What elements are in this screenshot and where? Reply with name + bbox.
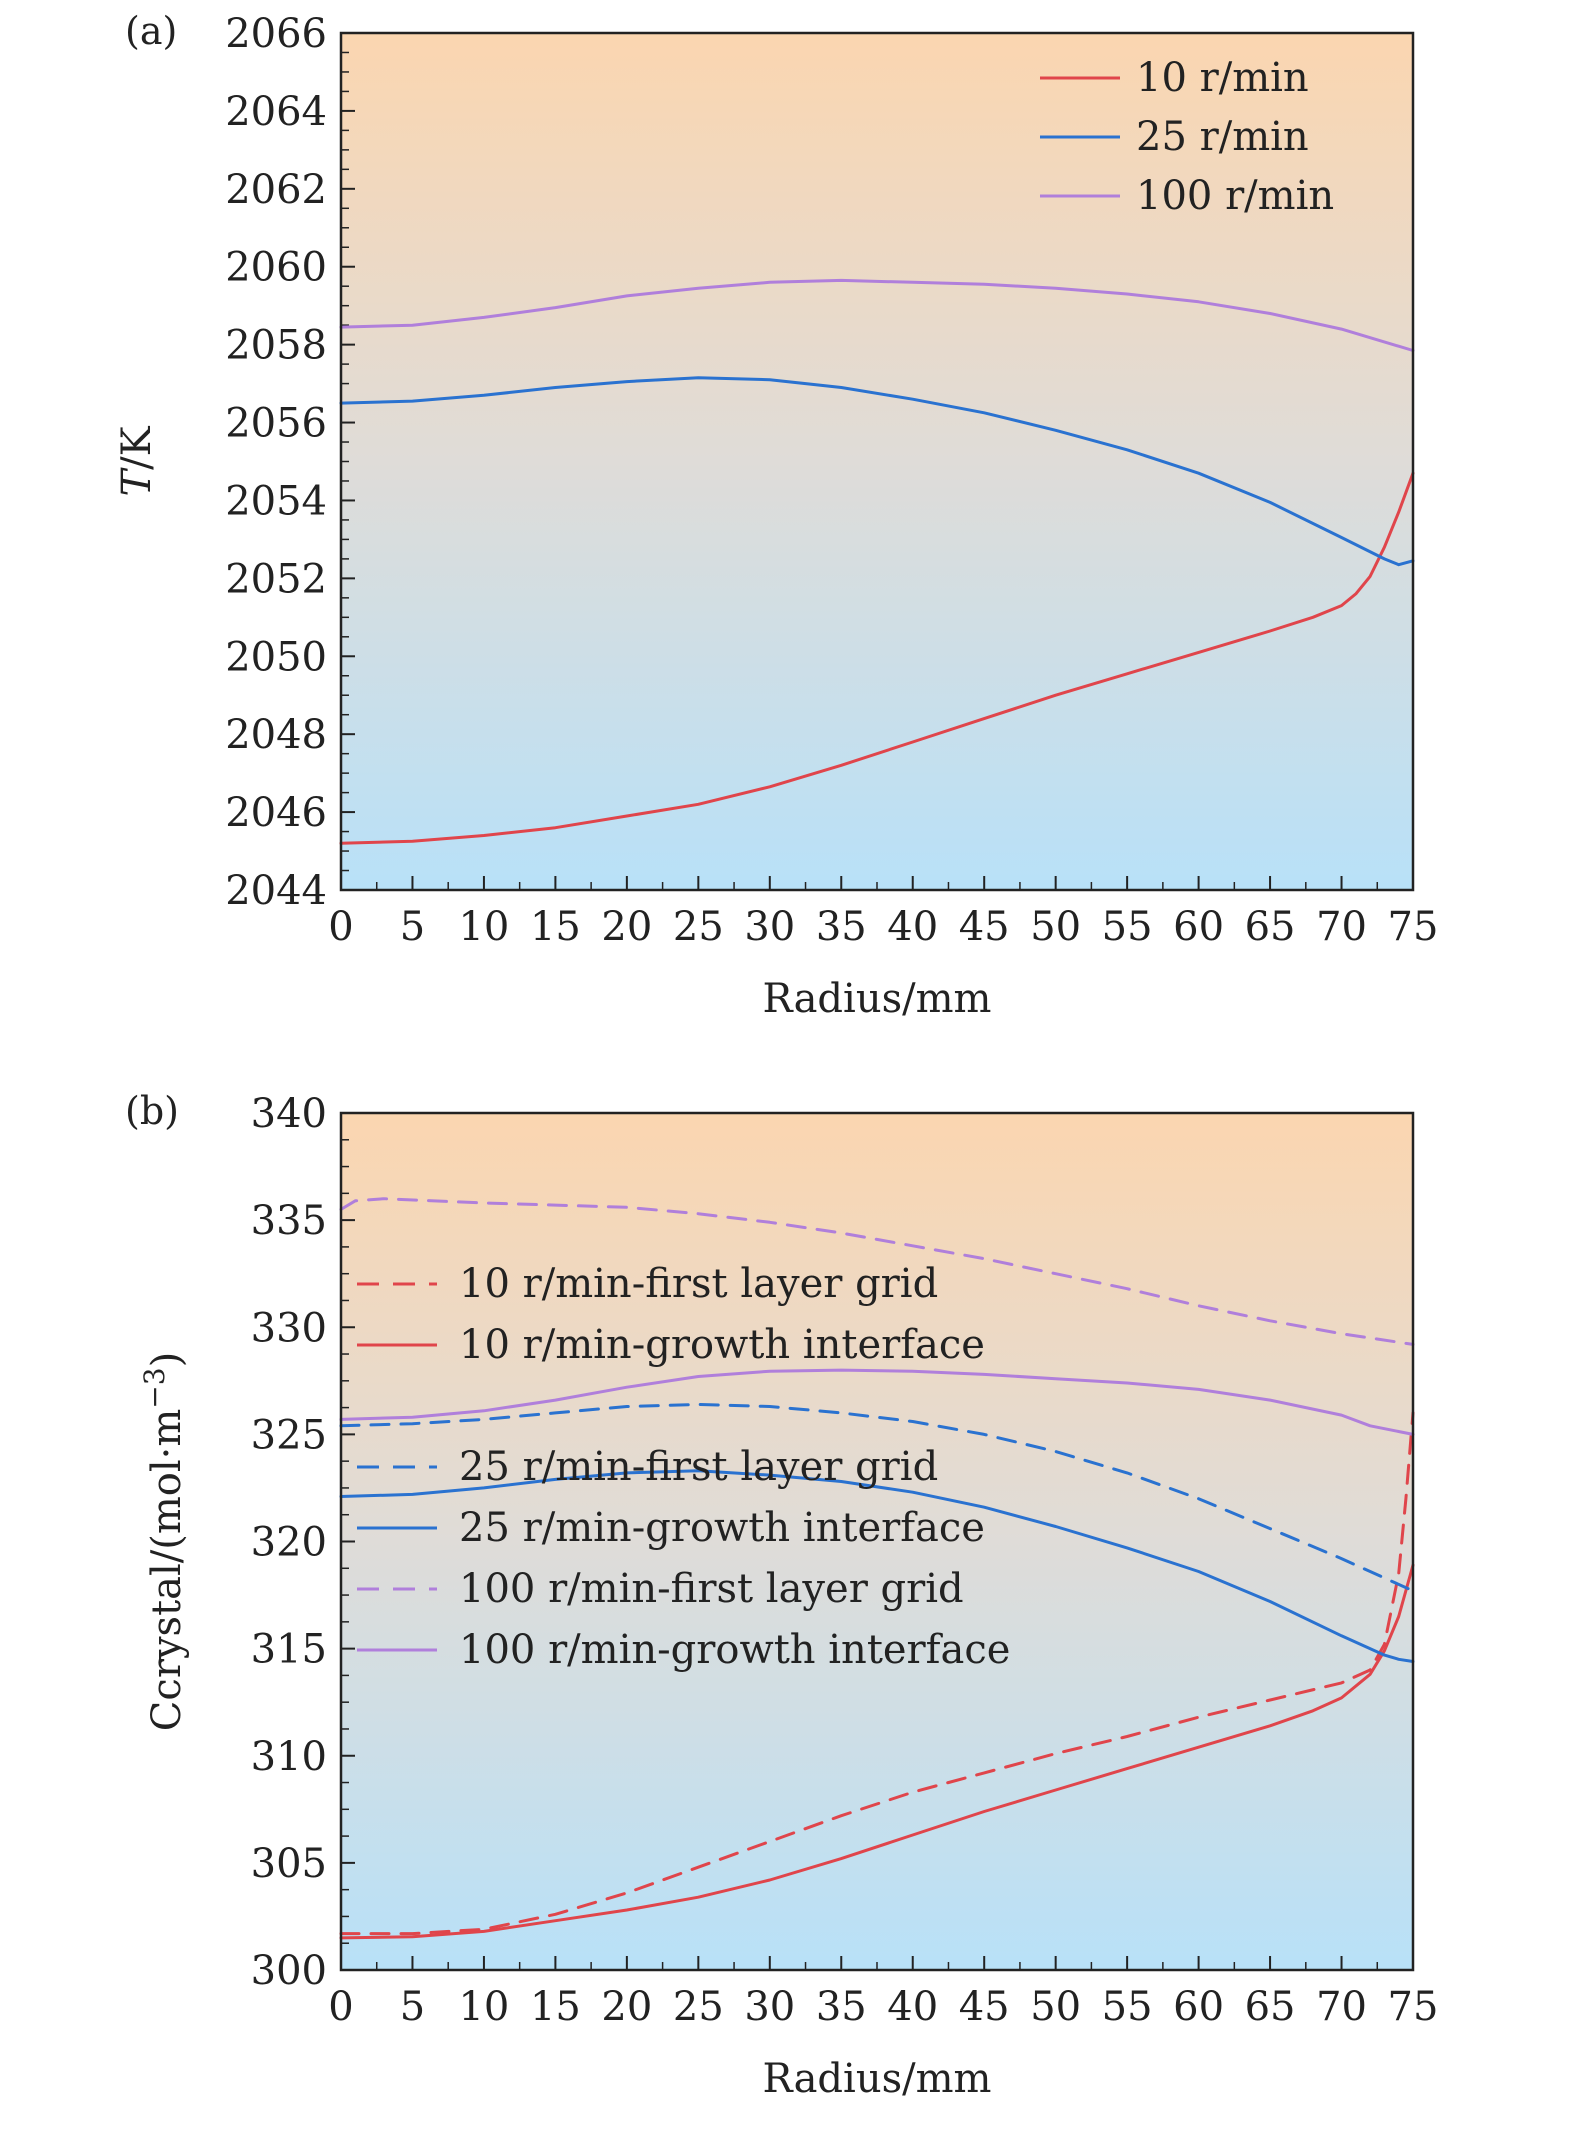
y-tick-label: 2060	[225, 245, 327, 291]
y-tick-label: 315	[251, 1627, 327, 1673]
x-tick-label: 15	[530, 1984, 581, 2030]
panel-label: (b)	[125, 1089, 179, 1133]
x-tick-label: 5	[400, 1984, 425, 2030]
x-tick-label: 5	[400, 904, 425, 950]
series-line	[339, 1411, 1415, 1936]
plot-frame	[339, 31, 1415, 892]
x-tick-label: 0	[328, 1984, 353, 2030]
x-tick-label: 50	[1030, 1984, 1081, 2030]
y-tick-label: 300	[251, 1948, 327, 1994]
plot-frame	[339, 1111, 1415, 1972]
x-tick-label: 70	[1316, 1984, 1367, 2030]
legend-label: 100 r/min-first layer grid	[459, 1566, 964, 1612]
legend-label: 100 r/min	[1136, 173, 1334, 219]
x-axis-title: Radius/mm	[763, 976, 992, 1022]
y-tick-label: 2048	[225, 712, 327, 758]
x-tick-label: 15	[530, 904, 581, 950]
y-tick-label: 310	[251, 1734, 327, 1780]
legend-label: 25 r/min-growth interface	[459, 1505, 985, 1551]
x-tick-label: 45	[959, 1984, 1010, 2030]
x-tick-label: 55	[1102, 904, 1153, 950]
y-tick-label: 320	[251, 1520, 327, 1566]
y-axis-title: T/K	[114, 425, 160, 496]
series-line	[339, 1469, 1415, 1663]
y-tick-label: 2064	[225, 89, 327, 135]
y-tick-label: 305	[251, 1841, 327, 1887]
series-line	[339, 376, 1415, 567]
x-tick-label: 75	[1388, 1984, 1439, 2030]
x-tick-label: 20	[601, 904, 652, 950]
series-line	[339, 278, 1415, 352]
y-tick-label: 2044	[225, 868, 327, 914]
x-tick-label: 20	[601, 1984, 652, 2030]
x-tick-label: 70	[1316, 904, 1367, 950]
x-tick-label: 65	[1245, 1984, 1296, 2030]
legend-label: 100 r/min-growth interface	[459, 1627, 1010, 1673]
panel-b-chart: 300 305 310 315 320 325 330 335 340 0 5 10 15 20 25 30 3…	[125, 1089, 1438, 2102]
y-tick-label: 2046	[225, 790, 327, 836]
series-line	[339, 1402, 1415, 1593]
y-axis-title-close: )	[144, 1352, 190, 1368]
y-axis-title-main: Ccrystal/(mol·m	[144, 1409, 190, 1732]
x-tick-label: 25	[673, 1984, 724, 2030]
y-axis-title-superscript: −3	[138, 1367, 171, 1408]
x-tick-label: 45	[959, 904, 1010, 950]
x-tick-label: 10	[458, 904, 509, 950]
y-tick-label: 325	[251, 1412, 327, 1458]
legend-label: 10 r/min	[1136, 55, 1309, 101]
y-tick-label: 2056	[225, 401, 327, 447]
y-tick-label: 2050	[225, 634, 327, 680]
legend-label: 10 r/min-growth interface	[459, 1322, 985, 1368]
x-tick-label: 40	[887, 904, 938, 950]
y-tick-label: 2062	[225, 167, 327, 213]
x-tick-label: 65	[1245, 904, 1296, 950]
x-tick-label: 25	[673, 904, 724, 950]
y-tick-label: 330	[251, 1305, 327, 1351]
series-line	[339, 1563, 1415, 1940]
x-tick-label: 60	[1173, 904, 1224, 950]
legend-label: 25 r/min	[1136, 114, 1309, 160]
panel-a-chart: 2044204620482050205220542056205820602062…	[114, 9, 1438, 1022]
x-tick-label: 0	[328, 904, 353, 950]
legend-label: 10 r/min-first layer grid	[459, 1261, 938, 1307]
x-tick-label: 30	[744, 1984, 795, 2030]
series-line	[339, 1368, 1415, 1436]
x-tick-label: 35	[816, 904, 867, 950]
x-tick-label: 35	[816, 1984, 867, 2030]
x-axis-title: Radius/mm	[763, 2056, 992, 2102]
plot-background	[341, 33, 1413, 890]
x-tick-label: 75	[1388, 904, 1439, 950]
y-axis-title: Ccrystal/(mol·m−3)	[138, 1352, 190, 1731]
x-tick-label: 30	[744, 904, 795, 950]
series-line	[339, 471, 1415, 845]
y-axis-title-unit: /K	[114, 425, 160, 469]
panel-label: (a)	[125, 9, 177, 53]
plot-background	[341, 1113, 1413, 1970]
y-tick-label: 2052	[225, 556, 327, 602]
x-tick-label: 60	[1173, 1984, 1224, 2030]
legend-label: 25 r/min-first layer grid	[459, 1444, 938, 1490]
x-tick-label: 50	[1030, 904, 1081, 950]
y-tick-label: 340	[251, 1091, 327, 1137]
y-tick-label: 2054	[225, 478, 327, 524]
y-tick-label: 2066	[225, 11, 327, 57]
y-axis-title-symbol: T	[114, 467, 160, 497]
y-tick-label: 335	[251, 1198, 327, 1244]
x-tick-label: 10	[458, 1984, 509, 2030]
x-tick-label: 40	[887, 1984, 938, 2030]
y-tick-label: 2058	[225, 323, 327, 369]
x-tick-label: 55	[1102, 1984, 1153, 2030]
